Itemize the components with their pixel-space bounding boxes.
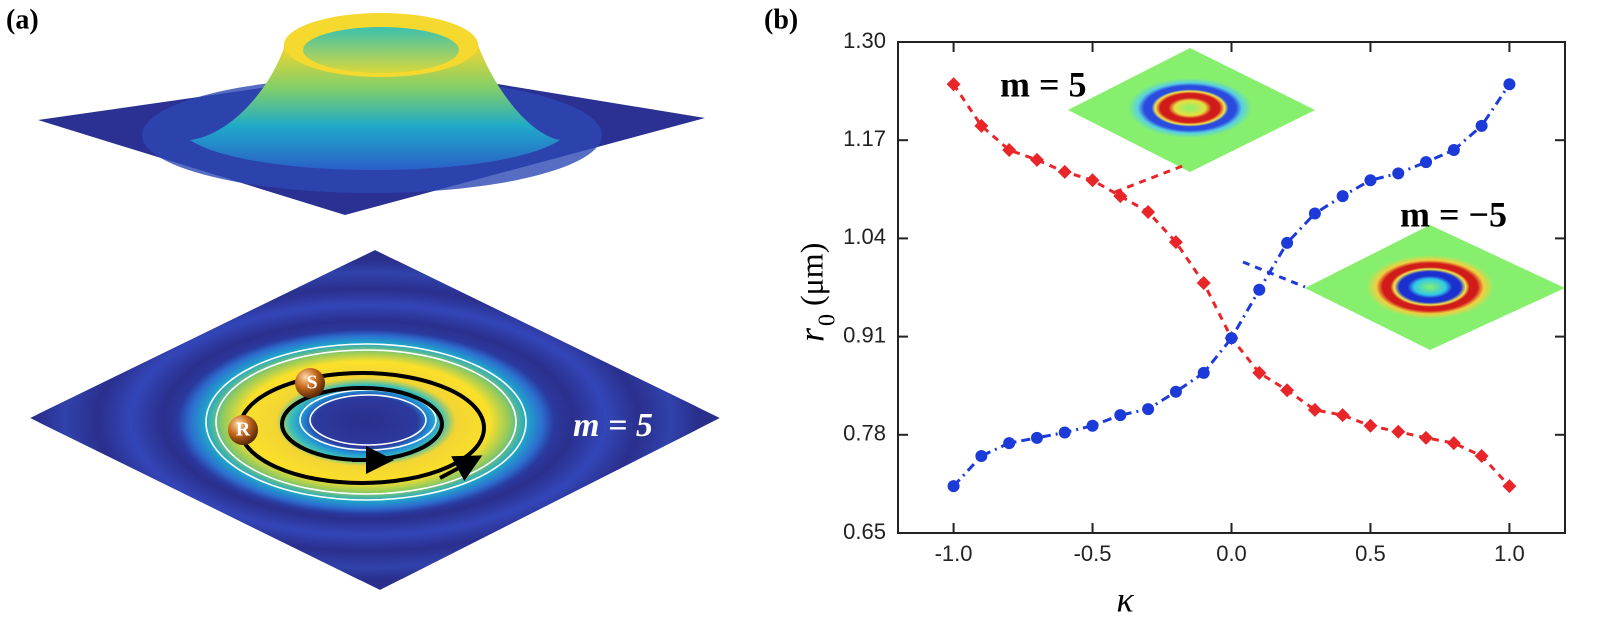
y-axis-label-unit: (μm) [793, 243, 829, 306]
data-point [974, 118, 989, 133]
data-point [1141, 204, 1156, 219]
data-point [1058, 426, 1071, 439]
data-point [1391, 424, 1406, 439]
annotation: m = 5 [573, 407, 653, 444]
data-point [1308, 207, 1321, 220]
y-tick-label: 1.30 [843, 28, 886, 53]
x-tick-label: -0.5 [1074, 541, 1112, 566]
y-tick-label: 0.91 [843, 322, 886, 347]
surface-cavity [303, 27, 459, 73]
data-point [1280, 383, 1295, 398]
data-point [1281, 236, 1294, 249]
data-point [1475, 119, 1488, 132]
data-point [1335, 408, 1350, 423]
data-point [1474, 448, 1489, 463]
data-point [1225, 332, 1238, 345]
annotation: m = −5 [1400, 194, 1507, 234]
data-point [1446, 436, 1461, 451]
x-tick-label: 1.0 [1494, 541, 1525, 566]
inset-connector [1114, 163, 1186, 194]
data-point [975, 449, 988, 462]
data-point [1029, 152, 1044, 167]
inset-ring [1128, 78, 1252, 138]
data-point [1419, 430, 1434, 445]
marker-r [228, 415, 258, 445]
data-point [1168, 235, 1183, 250]
marker-s [295, 368, 325, 398]
data-point [1114, 409, 1127, 422]
data-point [1420, 156, 1433, 169]
y-tick-label: 1.17 [843, 126, 886, 151]
y-tick-label: 0.65 [843, 519, 886, 544]
data-point [1113, 189, 1128, 204]
series-line [952, 83, 1511, 488]
x-tick-label: 0.5 [1355, 541, 1386, 566]
panel-label: (b) [764, 4, 798, 35]
data-point [1502, 479, 1517, 494]
data-point [1196, 275, 1211, 290]
x-tick-label: 0.0 [1216, 541, 1247, 566]
data-point [1085, 173, 1100, 188]
data-point [946, 77, 961, 92]
data-point [1307, 402, 1322, 417]
data-point [1336, 190, 1349, 203]
y-tick-label: 0.78 [843, 421, 886, 446]
data-point [1057, 164, 1072, 179]
x-axis-label: κ [1116, 579, 1134, 619]
data-point [1002, 143, 1017, 158]
orbit-arrow [439, 455, 483, 481]
panel-a: (a) S R m = 5 [6, 4, 720, 590]
data-point [947, 480, 960, 493]
panel-label: (a) [6, 4, 39, 35]
data-point [1169, 385, 1182, 398]
surface-bump [190, 45, 560, 170]
data-point [1503, 78, 1516, 91]
x-tick-label: -1.0 [935, 541, 973, 566]
data-point [1030, 431, 1043, 444]
annotation: m = 5 [1000, 64, 1087, 104]
y-axis-label: r [791, 327, 831, 342]
data-point [1142, 403, 1155, 416]
data-point [1003, 437, 1016, 450]
data-point [1392, 167, 1405, 180]
data-point [1086, 419, 1099, 432]
marker-r-label: R [236, 419, 251, 441]
y-tick-label: 1.04 [843, 224, 886, 249]
data-point [1253, 283, 1266, 296]
data-point [1363, 418, 1378, 433]
inset-ring [1366, 255, 1494, 319]
data-point [1197, 366, 1210, 379]
data-point [1364, 174, 1377, 187]
data-point [1252, 365, 1267, 380]
density-ring [166, 324, 566, 520]
inset-connector [1242, 260, 1306, 289]
marker-s-label: S [306, 372, 317, 394]
data-point [1447, 144, 1460, 157]
y-axis-label-subscript: 0 [815, 314, 841, 326]
